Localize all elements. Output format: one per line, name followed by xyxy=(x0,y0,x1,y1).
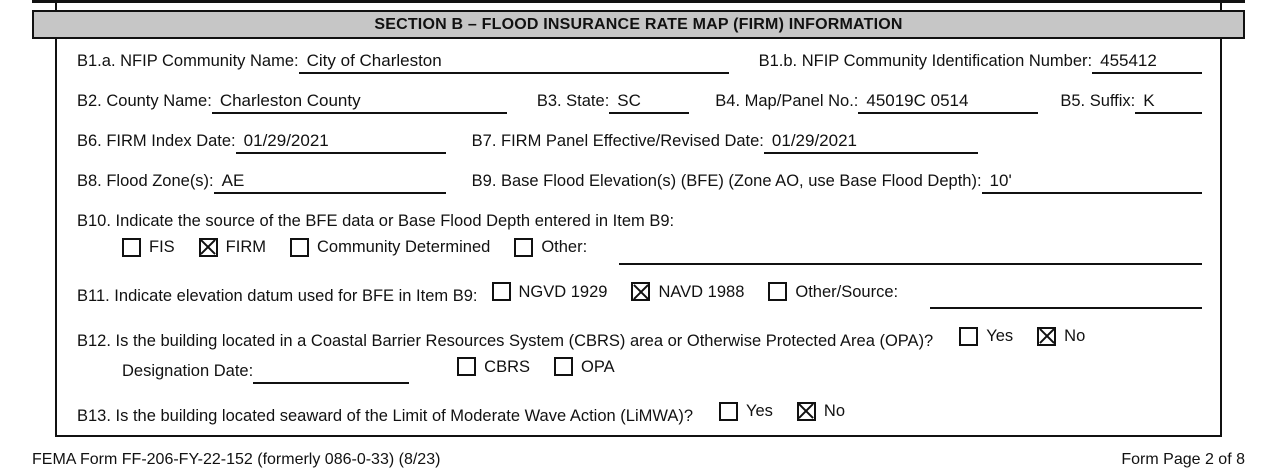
other-source-option-label: Other/Source: xyxy=(795,282,899,301)
b12-label: B12. Is the building located in a Coasta… xyxy=(77,331,934,350)
b1b-label: B1.b. NFIP Community Identification Numb… xyxy=(758,52,1093,70)
b1b-value-field[interactable]: 455412 xyxy=(1092,51,1202,74)
b12-option-no[interactable]: No xyxy=(1037,326,1085,346)
b13-yes-checkbox-icon[interactable] xyxy=(719,401,738,421)
community-determined-option-label: Community Determined xyxy=(317,238,491,256)
row-b13: B13. Is the building located seaward of … xyxy=(77,401,1202,426)
ngvd-1929-checkbox-icon[interactable] xyxy=(491,282,511,301)
row-b1: B1.a. NFIP Community Name: City of Charl… xyxy=(77,51,1202,74)
row-b10-label: B10. Indicate the source of the BFE data… xyxy=(77,211,1202,231)
b11-other-source-value-field[interactable] xyxy=(930,286,1202,309)
b5-label: B5. Suffix: xyxy=(1060,92,1136,110)
cbrs-option-label: CBRS xyxy=(484,357,531,376)
b8-value-field[interactable]: AE xyxy=(213,171,446,194)
b4-label: B4. Map/Panel No.: xyxy=(715,92,859,110)
row-b11: B11. Indicate elevation datum used for B… xyxy=(77,282,1202,309)
b3-label: B3. State: xyxy=(536,92,610,110)
fis-option-label: FIS xyxy=(149,238,175,256)
opa-option-label: OPA xyxy=(581,357,615,376)
other-source-checkbox-icon[interactable] xyxy=(768,282,788,301)
b12-no-label: No xyxy=(1064,327,1086,345)
row-b10-options: FIS FIRM Community Determined Other: xyxy=(77,237,1202,265)
b13-option-no[interactable]: No xyxy=(796,401,846,421)
b10-label: B10. Indicate the source of the BFE data… xyxy=(77,212,675,230)
b13-no-label: No xyxy=(823,402,846,420)
b6-label: B6. FIRM Index Date: xyxy=(77,132,236,150)
b3-value-field[interactable]: SC xyxy=(609,91,690,114)
other-option-label: Other: xyxy=(541,238,588,256)
firm-checkbox-icon[interactable] xyxy=(198,237,218,257)
other-checkbox-icon[interactable] xyxy=(514,237,534,257)
b1a-label: B1.a. NFIP Community Name: xyxy=(77,52,299,70)
b1a-value-field[interactable]: City of Charleston xyxy=(298,51,729,74)
b9-label: B9. Base Flood Elevation(s) (BFE) (Zone … xyxy=(471,172,982,190)
b12-yes-label: Yes xyxy=(986,327,1014,345)
section-b: SECTION B – FLOOD INSURANCE RATE MAP (FI… xyxy=(32,0,1245,469)
previous-section-box-edges xyxy=(55,3,1222,10)
row-b8-b9: B8. Flood Zone(s): AE B9. Base Flood Ele… xyxy=(77,171,1202,194)
section-b-title: SECTION B – FLOOD INSURANCE RATE MAP (FI… xyxy=(374,16,903,33)
row-b12-question: B12. Is the building located in a Coasta… xyxy=(77,326,1202,351)
firm-option-label: FIRM xyxy=(225,238,266,256)
section-b-content: B1.a. NFIP Community Name: City of Charl… xyxy=(55,39,1222,437)
opa-checkbox-icon[interactable] xyxy=(554,357,574,376)
b13-option-yes[interactable]: Yes xyxy=(719,401,773,421)
b10-option-fis[interactable]: FIS xyxy=(122,237,175,257)
page-number-text: Form Page 2 of 8 xyxy=(1121,450,1245,468)
b10-option-community-determined[interactable]: Community Determined xyxy=(290,237,490,257)
b9-value-field[interactable]: 10' xyxy=(981,171,1202,194)
b12-option-yes[interactable]: Yes xyxy=(959,326,1013,346)
b5-value-field[interactable]: K xyxy=(1135,91,1202,114)
community-determined-checkbox-icon[interactable] xyxy=(290,237,309,257)
b12-option-opa[interactable]: OPA xyxy=(554,357,615,377)
fis-checkbox-icon[interactable] xyxy=(122,237,141,257)
b2-value-field[interactable]: Charleston County xyxy=(211,91,507,114)
b10-other-value-field[interactable] xyxy=(619,242,1202,265)
row-b6-b7: B6. FIRM Index Date: 01/29/2021 B7. FIRM… xyxy=(77,131,1202,154)
navd-1988-checkbox-icon[interactable] xyxy=(631,282,651,301)
row-b12-designation: Designation Date: CBRS OPA xyxy=(77,357,1202,384)
b10-option-firm[interactable]: FIRM xyxy=(198,237,266,257)
b7-label: B7. FIRM Panel Effective/Revised Date: xyxy=(471,132,764,150)
form-number-text: FEMA Form FF-206-FY-22-152 (formerly 086… xyxy=(32,450,441,468)
b6-value-field[interactable]: 01/29/2021 xyxy=(235,131,446,154)
cbrs-checkbox-icon[interactable] xyxy=(457,357,477,376)
b10-option-other[interactable]: Other: xyxy=(514,237,587,257)
b11-option-navd-1988[interactable]: NAVD 1988 xyxy=(631,282,744,302)
b7-value-field[interactable]: 01/29/2021 xyxy=(763,131,978,154)
ngvd-1929-option-label: NGVD 1929 xyxy=(518,282,608,301)
navd-1988-option-label: NAVD 1988 xyxy=(658,282,745,301)
b11-option-ngvd-1929[interactable]: NGVD 1929 xyxy=(491,282,608,302)
previous-section-bottom-border xyxy=(32,0,1245,10)
b12-yes-checkbox-icon[interactable] xyxy=(959,326,979,346)
form-footer: FEMA Form FF-206-FY-22-152 (formerly 086… xyxy=(32,451,1245,469)
b12-designation-date-label: Designation Date: xyxy=(122,362,254,380)
b2-label: B2. County Name: xyxy=(77,92,212,110)
b11-option-other-source[interactable]: Other/Source: xyxy=(768,282,898,302)
row-b2-b5: B2. County Name: Charleston County B3. S… xyxy=(77,91,1202,114)
b12-designation-date-field[interactable] xyxy=(253,361,410,384)
b12-option-cbrs[interactable]: CBRS xyxy=(457,357,530,377)
b4-value-field[interactable]: 45019C 0514 xyxy=(858,91,1039,114)
b13-label: B13. Is the building located seaward of … xyxy=(77,406,693,425)
b8-label: B8. Flood Zone(s): xyxy=(77,172,214,190)
b12-no-checkbox-icon[interactable] xyxy=(1037,326,1057,346)
section-b-header: SECTION B – FLOOD INSURANCE RATE MAP (FI… xyxy=(32,10,1245,39)
b13-yes-label: Yes xyxy=(746,402,773,420)
b11-label: B11. Indicate elevation datum used for B… xyxy=(77,287,478,305)
b13-no-checkbox-icon[interactable] xyxy=(796,401,816,421)
